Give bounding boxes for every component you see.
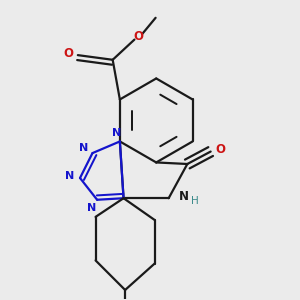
Text: N: N	[112, 128, 122, 138]
Text: N: N	[65, 171, 75, 182]
Text: O: O	[134, 30, 144, 43]
Text: N: N	[178, 190, 189, 203]
Text: N: N	[79, 142, 88, 152]
Text: O: O	[216, 142, 226, 156]
Text: O: O	[64, 47, 74, 60]
Text: H: H	[190, 196, 198, 206]
Text: N: N	[87, 202, 96, 212]
